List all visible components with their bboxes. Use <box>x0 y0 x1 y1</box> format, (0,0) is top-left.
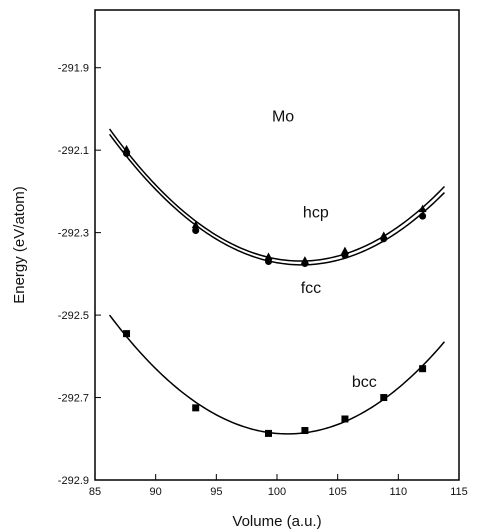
x-tick-label: 85 <box>89 486 101 498</box>
annotations: Mo hcp fcc bcc <box>272 108 377 391</box>
annotation-bcc: bcc <box>352 374 377 391</box>
y-tick-label: -292.7 <box>58 393 89 405</box>
data-point <box>123 149 131 157</box>
data-point <box>264 252 273 260</box>
data-point <box>265 429 273 437</box>
x-tick-label: 115 <box>450 486 468 498</box>
y-tick-label: -292.1 <box>58 145 89 157</box>
data-point <box>265 257 273 265</box>
series-hcp <box>108 128 445 264</box>
data-point <box>380 235 388 243</box>
annotation-fcc: fcc <box>301 280 321 297</box>
x-tick-label: 90 <box>150 486 162 498</box>
data-point <box>122 144 131 153</box>
data-point <box>419 212 427 220</box>
y-tick-label: -292.5 <box>58 310 89 322</box>
x-tick-label: 100 <box>268 486 286 498</box>
ticks: 85 90 95 100 105 110 115 -292.9 -292.7 -292.5 -292… <box>58 63 468 498</box>
data-point <box>301 260 309 268</box>
series-line-hcp <box>108 128 445 262</box>
series-fcc <box>108 133 445 268</box>
x-tick-label: 105 <box>328 486 346 498</box>
data-point <box>380 394 388 402</box>
annotation-mo: Mo <box>272 108 294 125</box>
x-axis-label: Volume (a.u.) <box>232 513 321 530</box>
data-point <box>341 251 349 259</box>
series-bcc <box>108 314 446 437</box>
x-tick-label: 95 <box>210 486 222 498</box>
data-point <box>419 365 427 373</box>
x-tick-label: 110 <box>390 486 408 498</box>
data-point <box>301 427 309 435</box>
data-point <box>341 415 349 423</box>
y-tick-label: -292.9 <box>58 475 89 487</box>
y-tick-label: -292.3 <box>58 228 89 240</box>
annotation-hcp: hcp <box>303 204 329 221</box>
series-line-bcc <box>108 314 446 435</box>
data-point <box>192 404 200 412</box>
plot-frame <box>94 9 460 481</box>
y-tick-label: -291.9 <box>58 63 89 75</box>
data-point <box>340 246 349 255</box>
data-point <box>123 330 131 338</box>
series-line-fcc <box>108 133 445 266</box>
series-layer <box>108 128 446 437</box>
y-axis-label: Energy (eV/atom) <box>11 186 28 304</box>
data-point <box>192 227 200 235</box>
